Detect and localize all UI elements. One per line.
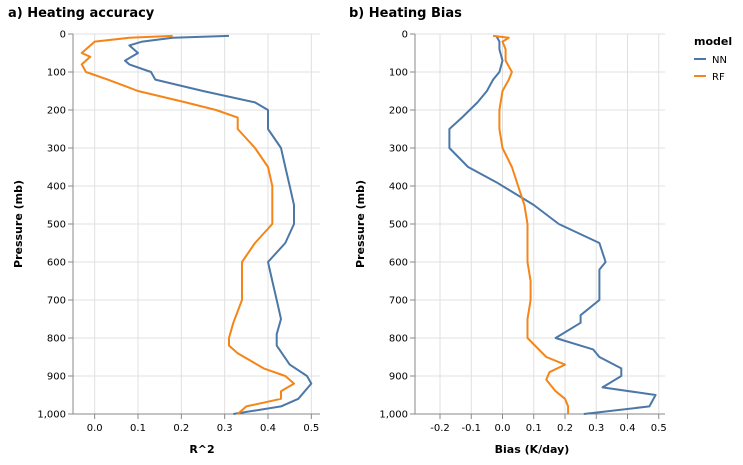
series-group: [80, 34, 313, 415]
y-tick-label: 900: [389, 372, 408, 383]
series-line-rf: [80, 34, 295, 415]
y-tick-label: 900: [47, 372, 66, 383]
y-axis-title: Pressure (mb): [12, 180, 25, 268]
y-tick-label: 600: [389, 258, 408, 269]
y-tick-label: 1,000: [37, 410, 66, 421]
series-line-nn: [448, 35, 657, 415]
y-tick-label: 300: [389, 144, 408, 155]
y-tick-label: 800: [47, 334, 66, 345]
y-tick-label: 700: [389, 296, 408, 307]
legend-label-rf: RF: [712, 72, 725, 83]
x-tick-label: 0.3: [588, 423, 604, 434]
y-tick-label: 300: [47, 144, 66, 155]
grid: [415, 33, 665, 415]
x-tick-label: 0.5: [651, 423, 667, 434]
axes: 0 100 200 300 400 500 600 700 800 900 1,000 0.0 0.1 0…: [37, 30, 320, 434]
x-axis-title: R^2: [189, 443, 214, 456]
x-tick-label: 0.4: [620, 423, 636, 434]
x-tick-label: 0.4: [260, 423, 276, 434]
y-tick-label: 700: [47, 296, 66, 307]
x-axis-title: Bias (K/day): [495, 443, 570, 456]
legend-label-nn: NN: [712, 55, 727, 66]
x-tick-label: 0.1: [526, 423, 542, 434]
x-tick-label: 0.3: [217, 423, 233, 434]
x-tick-label: -0.1: [461, 423, 481, 434]
y-tick-label: 100: [389, 68, 408, 79]
y-tick-label: 400: [389, 182, 408, 193]
grid: [73, 33, 320, 415]
y-tick-label: 600: [47, 258, 66, 269]
legend-title: model: [694, 35, 732, 48]
x-tick-label: 0.1: [130, 423, 146, 434]
x-tick-label: 0.2: [173, 423, 189, 434]
y-tick-label: 0: [60, 30, 66, 41]
y-axis-title: Pressure (mb): [354, 180, 367, 268]
y-tick-label: 0: [402, 30, 408, 41]
series-group: [448, 34, 657, 415]
y-tick-label: 200: [389, 106, 408, 117]
y-tick-label: 500: [389, 220, 408, 231]
y-tick-label: 200: [47, 106, 66, 117]
y-tick-label: 800: [389, 334, 408, 345]
x-tick-label: 0.2: [557, 423, 573, 434]
y-tick-label: 500: [47, 220, 66, 231]
y-tick-label: 100: [47, 68, 66, 79]
x-tick-label: 0.0: [87, 423, 103, 434]
x-tick-label: -0.2: [430, 423, 450, 434]
series-line-rf: [492, 34, 570, 414]
x-tick-label: 0.0: [495, 423, 511, 434]
legend: model NN RF: [694, 35, 732, 83]
y-tick-label: 1,000: [379, 410, 408, 421]
panel-title: b) Heating Bias: [349, 6, 462, 21]
x-tick-label: 0.5: [303, 423, 319, 434]
y-tick-label: 400: [47, 182, 66, 193]
panel-title: a) Heating accuracy: [8, 6, 155, 21]
panel-heating-bias: b) Heating Bias 0 100 200 300 400 500 600 700 80…: [349, 6, 667, 456]
axes: 0 100 200 300 400 500 600 700 800 900 1,000 -0.2 -0.…: [379, 30, 666, 435]
panel-heating-accuracy: a) Heating accuracy 0 100 200 300 400 500 600 7…: [8, 6, 320, 456]
series-line-nn: [124, 34, 313, 415]
